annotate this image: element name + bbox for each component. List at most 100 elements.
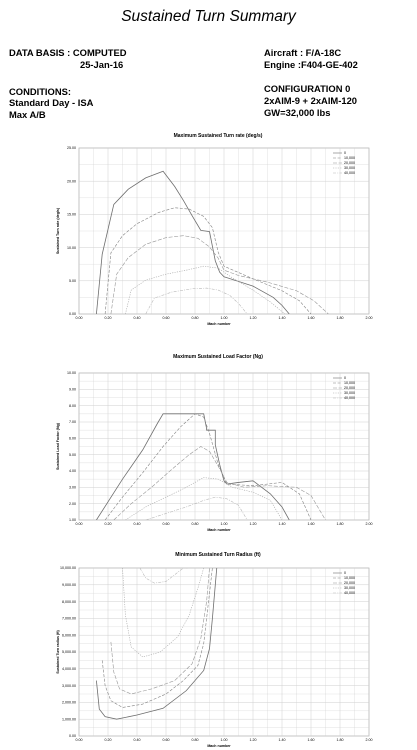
series-line-40000 (145, 287, 248, 314)
y-tick-label: 6.00 (69, 437, 76, 441)
x-tick-label: 0.60 (163, 738, 170, 742)
series-line-0 (96, 413, 290, 520)
y-tick-label: 15.00 (67, 213, 76, 217)
series-line-40000 (139, 568, 188, 584)
conditions-day: Standard Day - ISA (9, 97, 94, 108)
series-line-10000 (104, 207, 312, 314)
series-line-10000 (101, 568, 213, 708)
y-tick-label: 7.00 (69, 420, 76, 424)
data-date: 25-Jan-16 (80, 59, 124, 70)
y-tick-label: 10.00 (67, 246, 76, 250)
legend-label: 10,000 (344, 156, 355, 160)
x-tick-label: 2.00 (366, 522, 373, 526)
legend-label: 0 (344, 376, 346, 380)
x-tick-label: 0.60 (163, 522, 170, 526)
legend-label: 30,000 (344, 166, 355, 170)
series-line-30000 (125, 265, 286, 314)
y-tick-label: 3.00 (69, 486, 76, 490)
x-tick-label: 1.20 (250, 522, 257, 526)
x-tick-label: 1.60 (308, 522, 315, 526)
legend-label: 0 (344, 151, 346, 155)
page-title: Sustained Turn Summary (121, 8, 296, 25)
y-tick-label: 2,000.00 (62, 701, 76, 705)
y-tick-label: 10,000.00 (60, 566, 76, 570)
y-tick-label: 8,000.00 (62, 600, 76, 604)
conditions-power: Max A/B (9, 109, 46, 120)
legend-label: 30,000 (344, 586, 355, 590)
legend-label: 20,000 (344, 386, 355, 390)
x-tick-label: 0.40 (134, 738, 141, 742)
gross-weight-label: GW=32,000 lbs (264, 107, 331, 118)
x-tick-label: 1.80 (337, 522, 344, 526)
chart-title: Minimum Sustained Turn Radius (ft) (175, 552, 261, 558)
x-tick-label: 0.20 (105, 738, 112, 742)
x-tick-label: 1.80 (337, 738, 344, 742)
x-tick-label: 1.20 (250, 316, 257, 320)
y-tick-label: 5,000.00 (62, 650, 76, 654)
engine-label: Engine :F404-GE-402 (264, 59, 358, 70)
series-line-20000 (113, 446, 326, 520)
legend-label: 20,000 (344, 161, 355, 165)
x-tick-label: 1.00 (221, 522, 228, 526)
y-tick-label: 3,000.00 (62, 684, 76, 688)
x-tick-label: 0.00 (76, 316, 83, 320)
x-tick-label: 0.20 (105, 522, 112, 526)
y-tick-label: 9,000.00 (62, 583, 76, 587)
x-tick-label: 0.00 (76, 522, 83, 526)
y-tick-label: 4,000.00 (62, 667, 76, 671)
series-line-10000 (104, 413, 312, 520)
y-tick-label: 0.00 (69, 312, 76, 316)
legend-label: 40,000 (344, 171, 355, 175)
x-tick-label: 2.00 (366, 738, 373, 742)
series-line-0 (96, 170, 290, 314)
y-axis-label: Sustained Turn radius (ft) (56, 629, 60, 673)
x-tick-label: 1.60 (308, 316, 315, 320)
turn-radius-chart: Minimum Sustained Turn Radius (ft)0.00 0.… (56, 552, 373, 748)
x-tick-label: 0.60 (163, 316, 170, 320)
chart-title: Maximum Sustained Load Factor (Ng) (173, 354, 263, 360)
x-tick-label: 1.60 (308, 738, 315, 742)
x-tick-label: 0.40 (134, 522, 141, 526)
x-axis-label: Mach number (207, 744, 231, 748)
legend-label: 40,000 (344, 396, 355, 400)
x-tick-label: 1.80 (337, 316, 344, 320)
y-tick-label: 10.00 (67, 371, 76, 375)
legend-label: 10,000 (344, 381, 355, 385)
series-line-40000 (145, 496, 248, 520)
configuration-label: CONFIGURATION 0 (264, 83, 351, 94)
x-tick-label: 1.40 (279, 738, 286, 742)
x-tick-label: 0.00 (76, 738, 83, 742)
y-tick-label: 5.00 (69, 279, 76, 283)
x-axis-label: Mach number (207, 528, 231, 532)
x-axis-label: Mach number (207, 322, 231, 326)
series-line-0 (96, 568, 218, 720)
series-line-30000 (125, 477, 283, 520)
series-line-30000 (122, 568, 204, 658)
x-tick-label: 0.40 (134, 316, 141, 320)
x-tick-label: 0.20 (105, 316, 112, 320)
x-tick-label: 1.00 (221, 738, 228, 742)
stores-label: 2xAIM-9 + 2xAIM-120 (264, 95, 358, 106)
y-tick-label: 9.00 (69, 388, 76, 392)
y-tick-label: 2.00 (69, 502, 76, 506)
y-tick-label: 25.00 (67, 146, 76, 150)
series-line-20000 (110, 235, 329, 314)
y-axis-label: Sustained Load Factor (Ng) (56, 422, 60, 470)
y-tick-label: 5.00 (69, 453, 76, 457)
legend-label: 0 (344, 571, 346, 575)
y-tick-label: 7,000.00 (62, 617, 76, 621)
y-axis-label: Sustained Turn rate (deg/s) (56, 207, 60, 254)
y-tick-label: 0.00 (69, 734, 76, 738)
x-tick-label: 1.40 (279, 316, 286, 320)
x-tick-label: 1.20 (250, 738, 257, 742)
x-tick-label: 2.00 (366, 316, 373, 320)
y-tick-label: 1.00 (69, 518, 76, 522)
legend-label: 40,000 (344, 591, 355, 595)
series-line-20000 (110, 568, 210, 695)
conditions-label: CONDITIONS: (9, 86, 71, 97)
x-tick-label: 0.80 (192, 738, 199, 742)
y-tick-label: 4.00 (69, 469, 76, 473)
y-tick-label: 6,000.00 (62, 633, 76, 637)
turn-rate-chart: Maximum Sustained Turn rate (deg/s)0.00 0… (56, 133, 373, 326)
legend-label: 10,000 (344, 576, 355, 580)
